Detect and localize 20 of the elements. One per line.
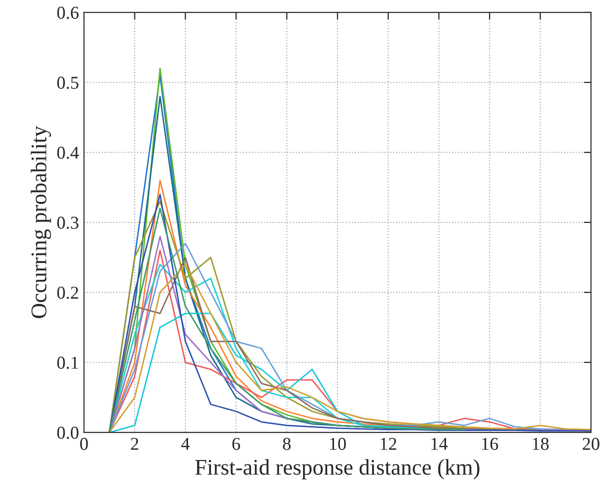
- x-tick-label: 12: [380, 438, 396, 450]
- x-axis-title: First-aid response distance (km): [195, 459, 480, 480]
- y-tick-label: 0.6: [57, 6, 79, 19]
- y-axis-title: Occurring probability: [30, 126, 52, 318]
- y-tick-label: 0.5: [57, 76, 78, 89]
- y-tick-label: 0.2: [57, 286, 78, 299]
- x-tick-label: 10: [330, 438, 346, 450]
- x-tick-label: 6: [232, 438, 240, 450]
- x-tick-label: 0: [80, 438, 88, 450]
- x-tick-label: 4: [181, 438, 190, 450]
- y-tick-label: 0.0: [57, 426, 78, 439]
- x-tick-label: 18: [532, 438, 549, 450]
- x-tick-label: 20: [582, 438, 600, 450]
- y-tick-label: 0.1: [57, 356, 78, 369]
- y-tick-label: 0.4: [57, 146, 79, 159]
- y-tick-label: 0.3: [57, 216, 78, 229]
- x-tick-label: 14: [431, 438, 448, 450]
- x-tick-label: 2: [130, 438, 138, 450]
- x-tick-label: 8: [282, 438, 291, 450]
- x-tick-label: 16: [482, 438, 498, 450]
